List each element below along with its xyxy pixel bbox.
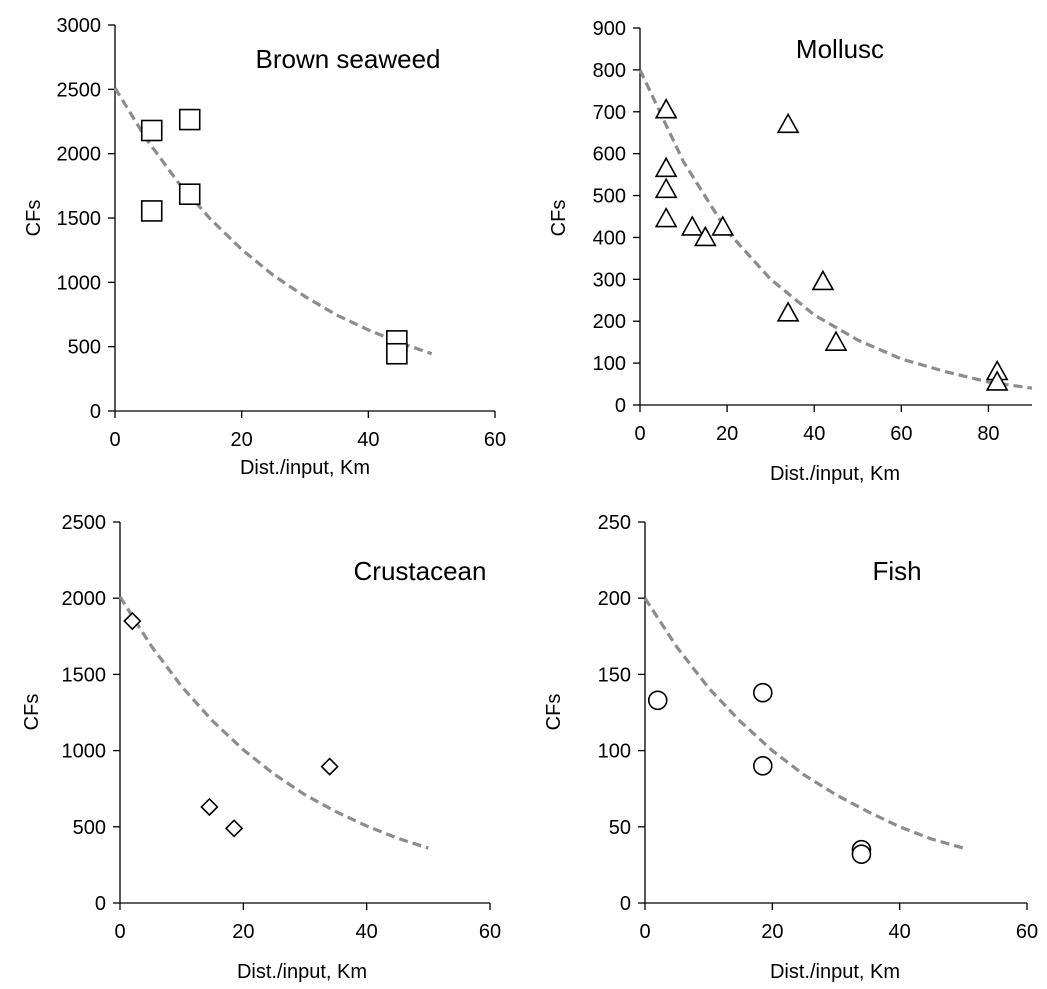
data-point-triangle	[776, 112, 800, 134]
trend-line	[638, 69, 1033, 390]
x-tick-label: 40	[803, 423, 825, 445]
data-point-circle	[647, 690, 668, 711]
chart-title: Crustacean	[354, 556, 487, 586]
data-point-square	[178, 108, 201, 131]
y-tick-label: 0	[95, 893, 106, 915]
x-tick-label: 60	[479, 921, 501, 943]
y-tick-label: 150	[598, 664, 631, 686]
x-axis-label: Dist./input, Km	[770, 463, 900, 485]
x-tick-label: 0	[639, 921, 650, 943]
chart-title: Brown seaweed	[256, 44, 441, 74]
y-tick-label: 200	[593, 311, 626, 333]
data-point-diamond	[200, 797, 219, 817]
y-tick-label: 50	[609, 817, 631, 839]
x-axis-label: Dist./input, Km	[237, 961, 367, 983]
y-tick-label: 0	[615, 395, 626, 417]
data-point-square	[140, 200, 163, 222]
y-axis-label: CFs	[21, 694, 43, 731]
y-tick-label: 500	[68, 337, 101, 359]
data-point-square	[386, 342, 408, 365]
y-tick-label: 250	[598, 512, 631, 534]
chart-title: Mollusc	[796, 34, 884, 64]
y-tick-label: 3000	[57, 15, 102, 37]
x-tick-label: 20	[232, 921, 254, 943]
data-point-triangle	[654, 177, 678, 199]
y-axis-label: CFs	[548, 200, 570, 237]
x-tick-label: 40	[889, 921, 911, 943]
y-tick-label: 700	[593, 102, 626, 124]
data-point-triangle	[693, 225, 717, 247]
x-tick-label: 60	[890, 423, 912, 445]
x-tick-label: 40	[357, 429, 379, 451]
data-point-diamond	[224, 819, 244, 838]
data-point-triangle	[654, 156, 678, 178]
x-axis-label: Dist./input, Km	[770, 961, 900, 983]
chart-panel-2: 0 100 200 300 400 500 600 700 800 900 0 20 40 60 80 Dis…	[548, 18, 1033, 485]
y-tick-label: 2500	[57, 79, 102, 101]
data-point-diamond	[123, 611, 142, 631]
y-tick-label: 100	[598, 741, 631, 763]
x-tick-label: 80	[977, 423, 999, 445]
data-point-triangle	[776, 301, 800, 322]
trend-line	[643, 597, 964, 850]
data-point-triangle	[824, 330, 848, 351]
x-tick-label: 40	[356, 921, 378, 943]
y-tick-label: 2000	[62, 588, 107, 610]
data-point-square	[178, 183, 201, 205]
y-tick-label: 1500	[62, 664, 107, 686]
y-tick-label: 600	[593, 144, 626, 166]
x-axis-label: Dist./input, Km	[240, 457, 370, 479]
x-tick-label: 60	[484, 429, 506, 451]
chart-panel-3: 0 500 1000 1500 2000 2500 0 20 40 60 Dist./input, …	[21, 512, 501, 983]
y-tick-label: 900	[593, 18, 626, 40]
x-tick-label: 0	[634, 423, 645, 445]
data-point-triangle	[811, 269, 835, 291]
x-tick-label: 0	[114, 921, 125, 943]
x-tick-label: 60	[1016, 921, 1038, 943]
data-point-circle	[752, 756, 773, 776]
trend-line	[113, 87, 433, 356]
y-tick-label: 1000	[57, 272, 102, 294]
y-tick-label: 2500	[62, 512, 107, 534]
x-tick-label: 0	[109, 429, 120, 451]
y-axis-label: CFs	[543, 694, 565, 731]
y-tick-label: 800	[593, 60, 626, 82]
chart-title: Fish	[872, 556, 921, 586]
data-point-circle	[752, 682, 773, 703]
data-point-triangle	[985, 370, 1009, 391]
data-point-triangle	[654, 206, 678, 228]
y-tick-label: 500	[593, 186, 626, 208]
y-tick-label: 1000	[62, 741, 107, 763]
trend-line	[118, 595, 429, 850]
y-tick-label: 2000	[57, 144, 102, 166]
data-point-square	[140, 119, 163, 142]
data-point-circle	[851, 844, 872, 865]
x-tick-label: 20	[761, 921, 783, 943]
y-tick-label: 1500	[57, 208, 102, 230]
data-point-diamond	[320, 757, 339, 776]
data-point-triangle	[654, 98, 678, 119]
chart-panel-1: 0 500 1000 1500 2000 2500 3000 0 20 40 60 Dist./inp…	[23, 15, 506, 479]
data-point-triangle	[711, 215, 735, 236]
y-tick-label: 0	[620, 893, 631, 915]
y-tick-label: 300	[593, 269, 626, 291]
y-tick-label: 100	[593, 353, 626, 375]
y-tick-label: 500	[73, 817, 106, 839]
data-point-triangle	[680, 215, 704, 236]
y-tick-label: 0	[90, 401, 101, 423]
y-tick-label: 400	[593, 227, 626, 249]
x-tick-label: 20	[716, 423, 738, 445]
chart-panel-4: 0 50 100 150 200 250 0 20 40 60 Dist./input, Km CFs…	[543, 512, 1038, 983]
x-tick-label: 20	[231, 429, 253, 451]
y-tick-label: 200	[598, 588, 631, 610]
y-axis-label: CFs	[23, 200, 45, 237]
